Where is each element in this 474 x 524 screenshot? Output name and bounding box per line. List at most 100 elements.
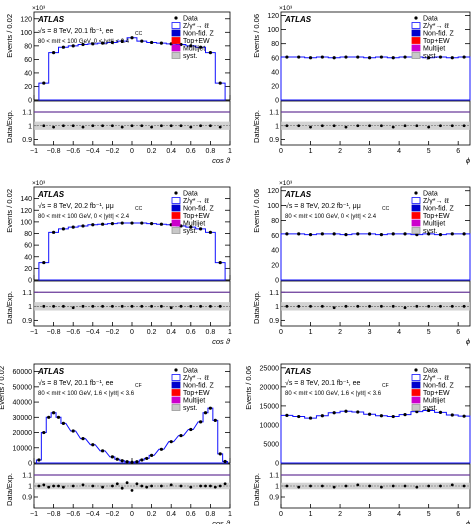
legend-label-topew: Top+EW [423,38,450,45]
channel-subscript: CC [135,31,143,37]
y-tick-label: 60 [271,55,279,62]
y-tick-label: 100 [20,30,32,37]
data-point [110,40,114,45]
data-point [81,224,85,228]
x-tick-label: 5 [427,329,431,336]
data-point [52,230,56,234]
data-point [462,55,466,59]
mc-signal-histogram [280,233,471,281]
y-axis-label: Events / 0.02 [5,189,14,233]
data-point [81,437,85,441]
data-point [332,232,336,236]
ratio-point [415,124,419,128]
ratio-point [368,124,371,128]
ratio-point [120,125,124,129]
x-tick-label: 1 [309,511,313,518]
data-point [56,415,61,419]
ratio-axis-label: Data/Exp. [5,291,14,324]
y-tick-label: 40000 [13,400,33,407]
energy-text: √s = 8 TeV, 20.1 fb⁻¹, ee [38,27,114,35]
ratio-point [332,124,336,128]
ratio-point [320,484,324,488]
data-point [379,233,384,237]
data-point [450,413,454,417]
legend-label-signal: Z/γ*→ ℓℓ [423,23,450,30]
legend-label-syst: syst. [423,405,437,412]
y-tick-label: 100 [267,203,279,210]
ratio-point [380,485,383,489]
legend-label-nonfid: Non-fid. Z [423,31,454,38]
data-point [403,232,407,236]
y-tick-label: 100 [267,27,279,34]
ratio-point [62,485,65,489]
mc-signal-histogram [35,407,229,464]
ratio-point [415,485,419,489]
data-point [120,459,124,463]
x-tick-label: 3 [368,329,372,336]
data-point [42,430,46,435]
ratio-point [91,484,95,488]
data-point [391,56,395,60]
data-point [213,418,217,422]
legend-label-syst: syst. [423,53,437,60]
x-axis-label: ϕ [466,337,470,346]
legend-swatch-syst [171,52,181,59]
data-point [332,411,336,415]
data-point [61,45,65,49]
x-tick-label: 5 [427,511,431,518]
x-tick-label: −0.2 [105,511,119,518]
ratio-point [344,125,348,129]
ratio-point [81,125,85,129]
ratio-point [285,304,289,308]
ratio-point [462,124,466,128]
ratio-point [403,306,407,310]
data-point [159,41,163,45]
y-exponent: ×10³ [279,180,293,187]
ratio-point [344,484,348,488]
data-point [101,222,105,226]
ratio-point [120,304,124,308]
legend-marker-data [414,191,418,195]
y-axis-label: Events / 0.02 [5,14,14,58]
legend-swatch-nonfid [411,381,421,389]
ratio-point [209,124,212,128]
ratio-point [47,485,51,489]
ratio-y-tick-label: 1 [28,123,32,130]
legend-label-topew: Top+EW [423,213,450,220]
ratio-point [309,304,312,308]
ratio-point [391,304,395,308]
legend-swatch-topew [171,37,181,44]
legend-label-signal: Z/γ*→ ℓℓ [183,198,210,205]
legend-label-topew: Top+EW [183,38,210,45]
ratio-point [189,304,193,308]
y-tick-label: 20 [24,266,32,273]
x-tick-label: −0.4 [86,329,100,336]
x-axis-label: cos ϑ [212,337,231,346]
y-tick-label: 40 [24,254,32,261]
y-tick-label: 40 [24,70,32,77]
legend-label-data: Data [183,191,198,198]
ratio-y-tick-label: 0.9 [22,137,32,144]
legend-swatch-multijet [411,396,421,404]
y-axis-label: Events / 0.06 [244,366,253,410]
legend-swatch-nonfid [171,204,181,212]
y-tick-label: 120 [267,13,279,20]
ratio-y-tick-label: 0.9 [269,137,279,144]
data-point [71,44,75,48]
ratio-point [309,125,312,129]
x-axis-label: ϕ [466,519,470,524]
x-tick-label: 6 [456,511,460,518]
data-point [403,413,407,417]
data-point [81,42,85,47]
ratio-point [115,482,119,486]
data-point [115,457,119,461]
ratio-point [462,304,466,308]
legend-label-signal: Z/γ*→ ℓℓ [423,198,450,205]
data-point [159,222,163,226]
ratio-point [213,485,217,489]
data-point [308,233,313,237]
ratio-point [130,304,134,308]
ratio-point [52,304,55,308]
energy-text: √s = 8 TeV, 20.1 fb⁻¹, ee [38,379,114,387]
legend-swatch-multijet [411,44,421,52]
